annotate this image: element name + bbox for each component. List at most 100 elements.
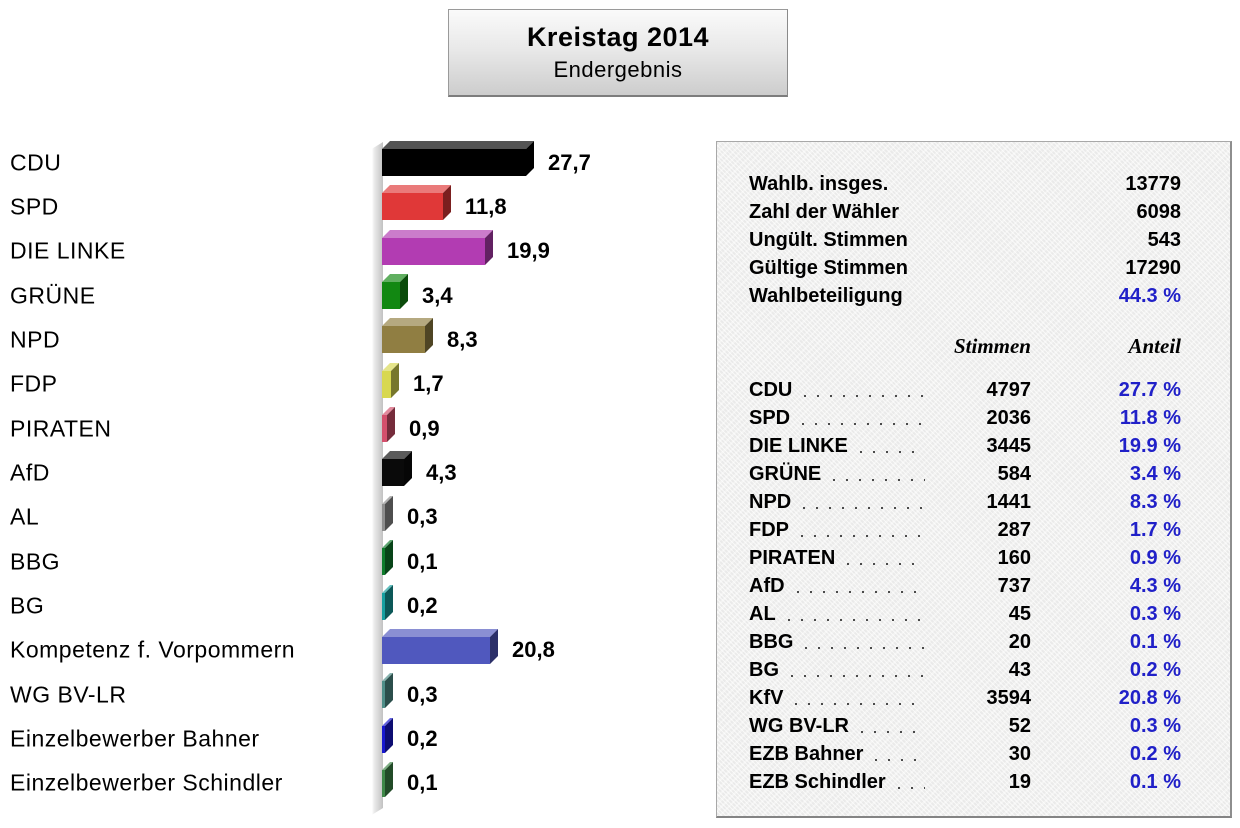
party-label: BG [10,592,45,619]
table-row: NPD 1441 8.3 % [749,488,1181,516]
column-header-anteil: Anteil [1128,333,1181,358]
leader-dots [873,740,927,768]
summary-row: Gültige Stimmen 17290 [749,254,1181,282]
summary-row: Wahlb. insges. 13779 [749,170,1181,198]
table-stimmen-value: 19 [1008,770,1031,793]
bar-value-label: 11,8 [465,193,507,219]
page-title: Kreistag 2014 [526,22,710,52]
party-label: NPD [10,326,61,353]
table-row: BBG 20 0.1 % [749,628,1181,656]
summary-row: Wahlbeteiligung 44.3 % [749,282,1181,310]
summary-label: Zahl der Wähler [749,200,900,223]
bar-chart: CDU 27,7 SPD 11,8 DIE LINKE 19,9 GRÜNE 3,4 NPD 8,… [10,141,591,828]
table-anteil-value: 0.3 % [1129,602,1181,625]
party-label: BBG [10,548,61,575]
summary-label: Wahlbeteiligung [749,284,903,307]
table-anteil-value: 3.4 % [1129,462,1181,485]
table-party-name: BBG [749,630,794,653]
leader-dots [845,544,927,572]
party-label: Kompetenz f. Vorpommern [10,636,296,663]
bar-value-label: 3,4 [422,282,453,308]
table-anteil-value: 11.8 % [1119,406,1181,429]
summary-row: Zahl der Wähler 6098 [749,198,1181,226]
table-party-name: WG BV-LR [749,714,849,737]
table-anteil-value: 27.7 % [1118,378,1181,401]
table-party-name: EZB Schindler [749,770,886,793]
party-label: SPD [10,193,59,220]
summary-value: 13779 [1125,172,1181,195]
results-panel: Wahlb. insges. 13779 Zahl der Wähler 6098 Un… [716,141,1232,818]
table-stimmen-value: 1441 [986,490,1032,513]
table-stimmen-value: 2036 [986,406,1032,429]
table-row: PIRATEN 160 0.9 % [749,544,1181,572]
chart-axis-wall [370,142,383,816]
bar [382,540,393,576]
table-anteil-value: 19.9 % [1118,434,1181,457]
bar-value-label: 8,3 [447,326,478,352]
bar-value-label: 0,1 [407,548,438,574]
bar [382,495,393,531]
table-anteil-value: 0.2 % [1129,742,1181,765]
table-anteil-value: 0.1 % [1129,630,1181,653]
table-stimmen-value: 43 [1008,658,1031,681]
bar-value-label: 0,3 [407,681,438,707]
bar [382,185,451,221]
bar-value-label: 4,3 [426,459,457,485]
table-party-name: CDU [749,378,793,401]
column-headers: Stimmen Anteil [749,332,1181,360]
table-party-name: BG [749,658,779,681]
table-anteil-value: 8.3 % [1129,490,1181,513]
table-party-name: SPD [749,406,791,429]
summary-value: 44.3 % [1118,284,1181,307]
table-stimmen-value: 3445 [986,434,1032,457]
summary-label: Gültige Stimmen [749,256,908,279]
leader-dots [895,768,927,796]
table-stimmen-value: 287 [997,518,1031,541]
bar [382,628,498,664]
bar [382,451,412,487]
bar-value-label: 0,2 [407,726,438,752]
bar-value-label: 20,8 [512,637,555,663]
bar [382,141,534,176]
leader-dots [857,432,927,460]
bar [382,761,393,797]
table-anteil-value: 0.3 % [1129,714,1181,737]
summary-label: Ungült. Stimmen [749,228,908,251]
table-party-name: NPD [749,490,792,513]
table-stimmen-value: 52 [1008,714,1031,737]
party-label: FDP [10,370,58,397]
table-party-name: AL [749,602,776,625]
bar [382,717,393,753]
table-party-name: PIRATEN [749,546,836,569]
table-anteil-value: 0.2 % [1129,658,1181,681]
table-stimmen-value: 737 [997,574,1031,597]
leader-dots [859,712,927,740]
summary-value: 543 [1147,228,1181,251]
table-row: AfD 737 4.3 % [749,572,1181,600]
leader-dots [799,516,927,544]
table-row: EZB Bahner 30 0.2 % [749,740,1181,768]
table-row: AL 45 0.3 % [749,600,1181,628]
table-stimmen-value: 45 [1008,602,1031,625]
bar [382,274,408,310]
leader-dots [789,656,927,684]
table-stimmen-value: 160 [997,546,1031,569]
leader-dots [801,488,927,516]
party-label: CDU [10,149,62,175]
summary-value: 6098 [1136,200,1182,223]
table-row: KfV 3594 20.8 % [749,684,1181,712]
leader-dots [800,404,927,432]
table-row: DIE LINKE 3445 19.9 % [749,432,1181,460]
results-table: CDU 4797 27.7 % SPD 2036 11.8 % DIE LINKE 3445 1… [749,376,1181,796]
party-label: AL [10,503,40,530]
leader-dots [802,376,927,404]
table-party-name: AfD [749,574,785,597]
leader-dots [793,684,927,712]
bar [382,229,493,265]
party-label: WG BV-LR [10,681,127,708]
column-header-stimmen: Stimmen [953,333,1031,358]
table-stimmen-value: 3594 [986,686,1032,709]
leader-dots [831,460,927,488]
table-stimmen-value: 584 [997,462,1031,485]
